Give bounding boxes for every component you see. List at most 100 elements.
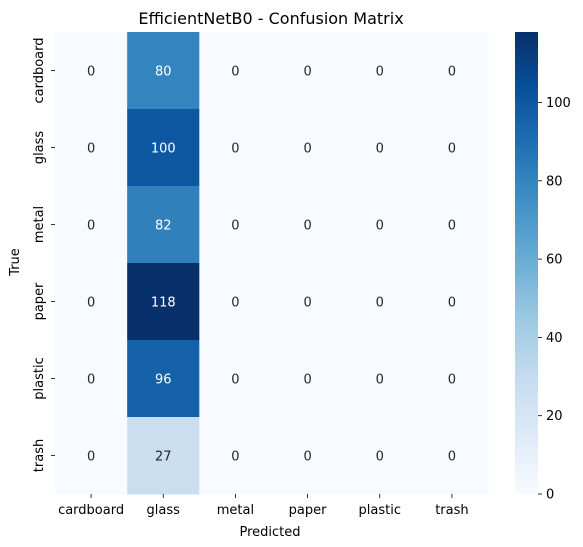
cell-value-label: 0 — [448, 450, 456, 465]
heatmap-cell — [343, 417, 417, 495]
heatmap-cell — [271, 263, 345, 341]
heatmap-cell — [415, 186, 489, 264]
cell-value-label: 0 — [448, 219, 456, 234]
cell-value-label: 0 — [303, 65, 311, 80]
heatmap-cell — [55, 186, 128, 264]
heatmap-cell — [127, 109, 200, 187]
heatmap-cell — [55, 109, 128, 187]
cell-value-label: 0 — [87, 373, 95, 388]
colorbar-tick-label: 60 — [546, 253, 563, 268]
colorbar-tick-label: 40 — [546, 331, 563, 346]
heatmap-cell — [127, 417, 200, 495]
heatmap-cell — [271, 417, 345, 495]
cell-value-label: 27 — [155, 450, 172, 465]
heatmap-cell — [55, 417, 128, 495]
heatmap-cell — [199, 417, 272, 495]
colorbar — [515, 32, 538, 494]
heatmap-cell — [415, 263, 489, 341]
heatmap-cell — [343, 340, 417, 418]
chart-title: EfficientNetB0 - Confusion Matrix — [138, 9, 403, 28]
x-tick-label: trash — [435, 503, 468, 518]
cell-value-label: 80 — [155, 65, 172, 80]
colorbar-tick-label: 20 — [546, 409, 563, 424]
heatmap-cell — [415, 32, 489, 110]
cell-value-label: 0 — [376, 450, 384, 465]
cell-value-label: 0 — [87, 219, 95, 234]
heatmap-cell — [199, 263, 272, 341]
heatmap-cell — [343, 186, 417, 264]
x-tick-label: glass — [147, 503, 181, 518]
heatmap-cell — [415, 340, 489, 418]
cell-value-label: 0 — [376, 65, 384, 80]
y-tick-label: cardboard — [32, 37, 47, 103]
heatmap-cell — [199, 109, 272, 187]
cell-value-label: 0 — [303, 450, 311, 465]
cell-value-label: 0 — [87, 296, 95, 311]
cell-value-label: 0 — [87, 142, 95, 157]
colorbar-ticks: 0 20 40 60 80 100 — [538, 96, 571, 503]
heatmap-cell — [55, 340, 128, 418]
cell-value-label: 96 — [155, 373, 172, 388]
colorbar-tick-label: 0 — [546, 488, 554, 503]
heatmap-cell — [199, 32, 272, 110]
heatmap-cell — [271, 340, 345, 418]
cell-value-label: 100 — [151, 142, 176, 157]
cell-value-label: 0 — [376, 142, 384, 157]
y-tick-label: paper — [32, 282, 47, 320]
x-tick-label: metal — [217, 503, 254, 518]
cell-value-label: 0 — [448, 65, 456, 80]
heatmap-cell — [343, 32, 417, 110]
heatmap-cell — [127, 186, 200, 264]
cell-value-label: 0 — [376, 373, 384, 388]
colorbar-tick-label: 80 — [546, 174, 563, 189]
y-tick-label: metal — [32, 206, 47, 243]
cell-value-label: 0 — [231, 373, 239, 388]
cell-value-label: 0 — [448, 296, 456, 311]
cell-value-label: 0 — [87, 450, 95, 465]
cell-value-label: 0 — [231, 65, 239, 80]
colorbar-tick-label: 100 — [546, 96, 571, 111]
cell-value-label: 0 — [303, 373, 311, 388]
cell-value-label: 0 — [87, 65, 95, 80]
cell-value-label: 0 — [376, 296, 384, 311]
x-tick-label: plastic — [359, 503, 401, 518]
cell-value-label: 0 — [231, 296, 239, 311]
heatmap-cell — [127, 340, 200, 418]
x-tick-label: cardboard — [58, 503, 124, 518]
cell-value-label: 0 — [376, 219, 384, 234]
heatmap-cell — [343, 263, 417, 341]
heatmap-cell — [415, 417, 489, 495]
heatmap-cell — [343, 109, 417, 187]
cell-value-label: 0 — [303, 296, 311, 311]
heatmap-cell — [271, 109, 345, 187]
cell-value-label: 0 — [231, 142, 239, 157]
cell-value-label: 0 — [303, 219, 311, 234]
heatmap-cell — [199, 186, 272, 264]
heatmap-cell — [271, 186, 345, 264]
cell-value-label: 82 — [155, 219, 172, 234]
cell-value-label: 0 — [303, 142, 311, 157]
heatmap-cell — [55, 32, 128, 110]
heatmap-cell — [415, 109, 489, 187]
x-tick-label: paper — [289, 503, 327, 518]
heatmap-cells — [55, 32, 489, 495]
cell-value-label: 0 — [448, 142, 456, 157]
y-tick-label: glass — [32, 131, 47, 165]
cell-value-label: 0 — [448, 373, 456, 388]
heatmap-cell — [271, 32, 345, 110]
cell-value-label: 0 — [231, 219, 239, 234]
heatmap-cell — [127, 263, 200, 341]
heatmap-cell — [55, 263, 128, 341]
x-axis-ticks: cardboard glass metal paper plastic trash — [58, 494, 469, 518]
x-axis-label: Predicted — [239, 525, 300, 540]
heatmap-cell — [199, 340, 272, 418]
y-axis-label: True — [8, 248, 23, 277]
heatmap-cell-labels: 0 80 0 0 0 0 0 100 0 0 0 0 0 82 0 0 0 0 0 118 0 0 0 0 0 96 0 0 0 0 0 27… — [87, 65, 456, 465]
y-tick-label: trash — [32, 439, 47, 472]
y-tick-label: plastic — [32, 357, 47, 399]
y-axis-ticks: cardboard glass metal paper plastic trash — [32, 37, 55, 472]
cell-value-label: 118 — [151, 296, 176, 311]
heatmap-cell — [127, 32, 200, 110]
cell-value-label: 0 — [231, 450, 239, 465]
